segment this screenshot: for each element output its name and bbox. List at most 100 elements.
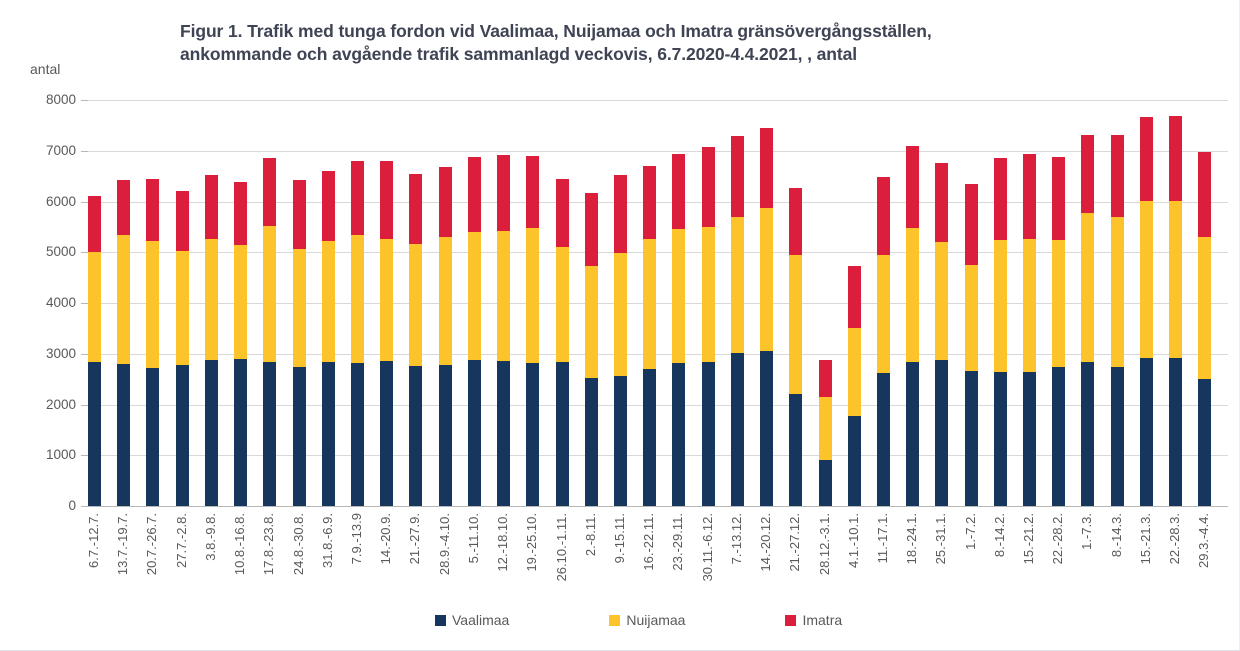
bar-segment-vaalimaa-22.-28.2. (1052, 366, 1066, 506)
bar-segment-nuijamaa-30.11.-6.12. (701, 226, 715, 363)
bar-segment-imatra-26.10.-1.11. (555, 178, 569, 247)
y-tick-mark-6000 (81, 201, 88, 203)
bar-segment-imatra-15.-21.2. (1023, 153, 1037, 240)
bar-segment-nuijamaa-8.-14.2. (993, 240, 1007, 373)
bar-segment-imatra-28.12.-3.1. (818, 359, 832, 397)
bar-segment-imatra-2.-8.11. (584, 192, 598, 267)
gridline-2000 (88, 404, 1228, 406)
bar-segment-nuijamaa-16.-22.11. (643, 238, 657, 369)
bar-segment-nuijamaa-19.-25.10. (526, 227, 540, 363)
bar-segment-vaalimaa-25.-31.1. (935, 359, 949, 506)
bar-segment-imatra-30.11.-6.12. (701, 146, 715, 227)
y-tick-label-7000: 7000 (45, 142, 76, 158)
y-tick-mark-0 (81, 506, 88, 507)
x-axis-label-10.8.-16.8.: 10.8.-16.8. (232, 513, 248, 576)
legend-swatch-vaalimaa (435, 614, 446, 626)
bar-segment-imatra-1.-7.3. (1081, 135, 1095, 213)
x-axis-label-7.-13.12.: 7.-13.12. (728, 513, 744, 565)
bar-segment-vaalimaa-31.8.-6.9. (321, 361, 335, 506)
x-axis-label-15.-21.3.: 15.-21.3. (1137, 513, 1153, 565)
bar-segment-vaalimaa-27.7.-2.8. (175, 364, 189, 506)
bar-segment-vaalimaa-13.7.-19.7. (117, 364, 131, 506)
bar-segment-vaalimaa-14.-20.9. (380, 361, 394, 506)
legend-label-imatra: Imatra (802, 612, 843, 628)
y-tick-label-4000: 4000 (45, 295, 76, 310)
chart-title-line-1: Figur 1. Trafik med tunga fordon vid Vaa… (180, 21, 932, 41)
bar-segment-nuijamaa-15.-21.3. (1139, 200, 1153, 358)
bar-segment-imatra-31.8.-6.9. (321, 170, 335, 242)
x-axis-label-14.-20.12.: 14.-20.12. (758, 513, 774, 572)
bar-segment-imatra-4.1.-10.1. (847, 266, 861, 328)
bar-segment-imatra-11.-17.1. (876, 176, 890, 256)
gridline-1000 (88, 455, 1228, 457)
legend-label-nuijamaa: Nuijamaa (626, 612, 686, 628)
bar-segment-imatra-8.-14.3. (1110, 134, 1124, 218)
x-axis-label-2.-8.11.: 2.-8.11. (582, 513, 598, 557)
bar-segment-vaalimaa-29.3.-4.4. (1198, 378, 1212, 506)
bar-segment-imatra-19.-25.10. (526, 156, 540, 228)
legend-label-vaalimaa: Vaalimaa (452, 612, 510, 628)
bar-segment-imatra-23.-29.11. (672, 153, 686, 230)
x-axis-label-15.-21.2.: 15.-21.2. (1021, 513, 1037, 565)
x-axis-label-20.7.-26.7.: 20.7.-26.7. (144, 513, 160, 576)
bar-segment-nuijamaa-13.7.-19.7. (117, 235, 131, 365)
x-axis-label-4.1.-10.1.: 4.1.-10.1. (845, 513, 861, 568)
gridline-6000 (88, 201, 1228, 203)
bar-segment-vaalimaa-30.11.-6.12. (701, 362, 715, 506)
bar-segment-vaalimaa-11.-17.1. (876, 373, 890, 506)
gridline-4000 (88, 303, 1228, 304)
bar-segment-vaalimaa-28.9.-4.10. (438, 364, 452, 506)
bar-segment-nuijamaa-4.1.-10.1. (847, 327, 861, 417)
y-tick-label-2000: 2000 (45, 396, 76, 412)
y-tick-mark-2000 (81, 404, 88, 406)
legend-item-vaalimaa: Vaalimaa (435, 612, 509, 628)
plot-area (88, 100, 1228, 507)
bar-segment-nuijamaa-28.12.-3.1. (818, 396, 832, 461)
y-tick-label-1000: 1000 (45, 447, 76, 463)
x-axis-label-11.-17.1.: 11.-17.1. (874, 513, 890, 564)
x-axis-label-7.9.-13.9: 7.9.-13.9 (348, 513, 364, 565)
legend-swatch-nuijamaa (609, 614, 621, 626)
legend-swatch-imatra (785, 614, 797, 626)
bar-segment-vaalimaa-23.-29.11. (672, 363, 686, 506)
bar-segment-nuijamaa-1.-7.3. (1081, 212, 1095, 363)
x-axis-label-23.-29.11.: 23.-29.11. (670, 513, 686, 571)
chart-title: Figur 1. Trafik med tunga fordon vid Vaa… (180, 20, 932, 66)
bar-segment-vaalimaa-14.-20.12. (760, 350, 774, 506)
bar-segment-imatra-14.-20.12. (760, 127, 774, 209)
x-axis-label-24.8.-30.8.: 24.8.-30.8. (290, 513, 306, 576)
bar-segment-imatra-7.9.-13.9 (350, 161, 364, 235)
bar-segment-nuijamaa-10.8.-16.8. (234, 245, 248, 360)
gridline-7000 (88, 150, 1228, 152)
bar-segment-nuijamaa-3.8.-9.8. (204, 239, 218, 360)
bar-segment-nuijamaa-7.9.-13.9 (350, 235, 364, 364)
bar-segment-vaalimaa-8.-14.2. (993, 372, 1007, 506)
bar-segment-vaalimaa-20.7.-26.7. (146, 368, 160, 506)
x-axis-label-22.-28.3.: 22.-28.3. (1167, 513, 1183, 565)
x-axis-label-29.3.-4.4.: 29.3.-4.4. (1196, 513, 1212, 568)
bar-segment-imatra-15.-21.3. (1139, 117, 1153, 201)
bar-segment-vaalimaa-10.8.-16.8. (234, 359, 248, 506)
bar-segment-nuijamaa-21.-27.9. (409, 244, 423, 366)
gridline-5000 (88, 252, 1228, 254)
x-axis-label-12.-18.10.: 12.-18.10. (495, 513, 511, 572)
y-tick-mark-1000 (81, 455, 88, 457)
bar-segment-imatra-22.-28.2. (1052, 156, 1066, 240)
gridline-8000 (88, 100, 1228, 101)
x-axis-label-8.-14.2.: 8.-14.2. (991, 513, 1007, 558)
x-axis-label-14.-20.9.: 14.-20.9. (378, 513, 394, 565)
bar-segment-vaalimaa-12.-18.10. (497, 360, 511, 506)
bar-segment-imatra-20.7.-26.7. (146, 178, 160, 242)
bar-segment-nuijamaa-14.-20.12. (760, 208, 774, 351)
bar-segment-vaalimaa-24.8.-30.8. (292, 367, 306, 506)
x-axis-label-3.8.-9.8.: 3.8.-9.8. (202, 513, 218, 561)
x-axis-label-1.-7.3.: 1.-7.3. (1079, 513, 1095, 550)
x-axis-label-18.-24.1.: 18.-24.1. (904, 513, 920, 565)
bar-segment-imatra-12.-18.10. (497, 154, 511, 231)
bar-segment-nuijamaa-29.3.-4.4. (1198, 236, 1212, 379)
bar-segment-nuijamaa-2.-8.11. (584, 266, 598, 378)
bar-segment-nuijamaa-14.-20.9. (380, 239, 394, 362)
bar-segment-imatra-28.9.-4.10. (438, 166, 452, 237)
bar-segment-imatra-14.-20.9. (380, 161, 394, 240)
bar-segment-imatra-24.8.-30.8. (292, 179, 306, 249)
